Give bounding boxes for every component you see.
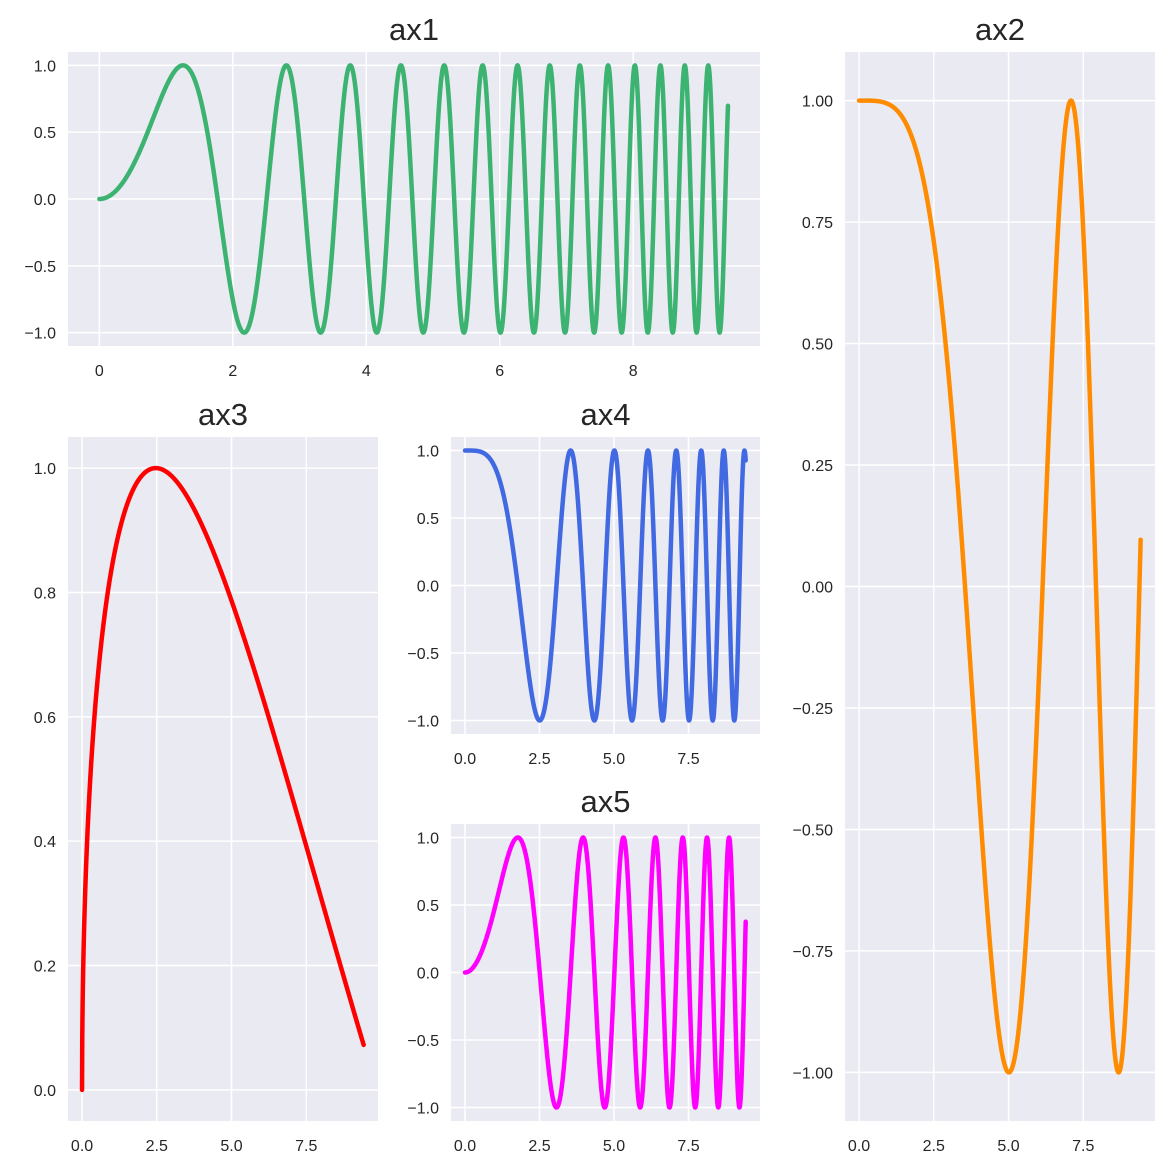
ax2-series-line xyxy=(856,98,1143,1075)
ax4-x-tick-label: 0.0 xyxy=(454,751,476,768)
ax4-y-tick-label: 0.0 xyxy=(417,579,439,596)
ax3-x-tick-label: 0.0 xyxy=(71,1138,93,1155)
ax4-x-tick-label: 5.0 xyxy=(603,751,625,768)
ax3-series-line xyxy=(79,465,366,1093)
ax2-y-tick-label: −0.75 xyxy=(793,944,834,961)
ax3-y-tick-label: 0.2 xyxy=(34,959,56,976)
ax4-series-line xyxy=(462,448,748,723)
ax3-y-tick-label: 0.8 xyxy=(34,585,56,602)
ax1-y-tick-label: −1.0 xyxy=(24,326,56,343)
ax2-y-tick-label: 0.00 xyxy=(802,580,833,597)
ax5-title: ax5 xyxy=(581,784,631,819)
ax3-y-tick-label: 0.0 xyxy=(34,1083,56,1100)
ax1-axes: 0 2 4 6 8 1.0 0.5 0.0 −0.5 −1.0 ax1 xyxy=(24,12,760,380)
ax3-axes: 0.0 2.5 5.0 7.5 1.0 0.8 0.6 0.4 0.2 0.0 ax3 xyxy=(34,397,378,1155)
ax5-y-tick-label: −1.0 xyxy=(407,1101,439,1118)
ax5-x-tick-label: 0.0 xyxy=(454,1138,476,1155)
ax2-x-tick-label: 5.0 xyxy=(997,1138,1019,1155)
ax4-y-tick-label: 1.0 xyxy=(417,444,439,461)
ax4-y-tick-label: −0.5 xyxy=(407,646,439,663)
ax2-x-tick-label: 7.5 xyxy=(1072,1138,1094,1155)
ax2-y-tick-label: 0.25 xyxy=(802,458,833,475)
ax5-y-tick-label: 0.0 xyxy=(417,966,439,983)
ax1-y-tick-label: 0.0 xyxy=(34,192,56,209)
ax2-y-tick-label: 1.00 xyxy=(802,94,833,111)
ax1-title: ax1 xyxy=(389,12,439,47)
ax3-x-tick-label: 5.0 xyxy=(220,1138,242,1155)
ax2-x-tick-label: 0.0 xyxy=(848,1138,870,1155)
ax3-y-tick-label: 0.6 xyxy=(34,710,56,727)
ax4-x-tick-label: 2.5 xyxy=(528,751,550,768)
ax5-x-tick-label: 7.5 xyxy=(677,1138,699,1155)
ax1-y-tick-label: −0.5 xyxy=(24,259,56,276)
ax4-y-tick-label: −1.0 xyxy=(407,714,439,731)
ax4-title: ax4 xyxy=(581,397,631,432)
ax3-plot-area xyxy=(68,437,378,1121)
ax2-y-tick-label: −1.00 xyxy=(793,1065,834,1082)
ax4-y-tick-label: 0.5 xyxy=(417,511,439,528)
ax4-axes: 0.0 2.5 5.0 7.5 1.0 0.5 0.0 −0.5 −1.0 ax4 xyxy=(407,397,760,768)
ax3-y-tick-label: 0.4 xyxy=(34,834,56,851)
ax1-x-tick-label: 8 xyxy=(629,363,638,380)
ax1-y-tick-label: 1.0 xyxy=(34,58,56,75)
ax1-y-tick-label: 0.5 xyxy=(34,125,56,142)
ax3-y-tick-label: 1.0 xyxy=(34,461,56,478)
ax3-title: ax3 xyxy=(198,397,248,432)
ax1-x-tick-label: 6 xyxy=(495,363,504,380)
ax2-y-tick-label: 0.50 xyxy=(802,337,833,354)
ax2-x-tick-label: 2.5 xyxy=(923,1138,945,1155)
ax2-y-tick-label: −0.50 xyxy=(793,822,834,839)
ax2-axes: 0.0 2.5 5.0 7.5 1.00 0.75 0.50 0.25 0.00 −0.25 −0.… xyxy=(793,12,1155,1155)
ax2-title: ax2 xyxy=(975,12,1025,47)
ax5-x-tick-label: 2.5 xyxy=(528,1138,550,1155)
ax3-x-tick-label: 7.5 xyxy=(295,1138,317,1155)
ax2-y-tick-label: −0.25 xyxy=(793,701,834,718)
ax5-x-tick-label: 5.0 xyxy=(603,1138,625,1155)
ax5-y-tick-label: 0.5 xyxy=(417,898,439,915)
ax1-series-line xyxy=(97,63,731,335)
ax2-y-tick-label: 0.75 xyxy=(802,215,833,232)
ax3-x-tick-label: 2.5 xyxy=(146,1138,168,1155)
ax5-axes: 0.0 2.5 5.0 7.5 1.0 0.5 0.0 −0.5 −1.0 ax5 xyxy=(407,784,760,1155)
ax1-x-tick-label: 2 xyxy=(228,363,237,380)
ax1-x-tick-label: 0 xyxy=(95,363,104,380)
ax4-x-tick-label: 7.5 xyxy=(677,751,699,768)
ax5-y-tick-label: 1.0 xyxy=(417,831,439,848)
ax1-x-tick-label: 4 xyxy=(362,363,371,380)
ax5-y-tick-label: −0.5 xyxy=(407,1033,439,1050)
ax5-series-line xyxy=(462,835,748,1110)
